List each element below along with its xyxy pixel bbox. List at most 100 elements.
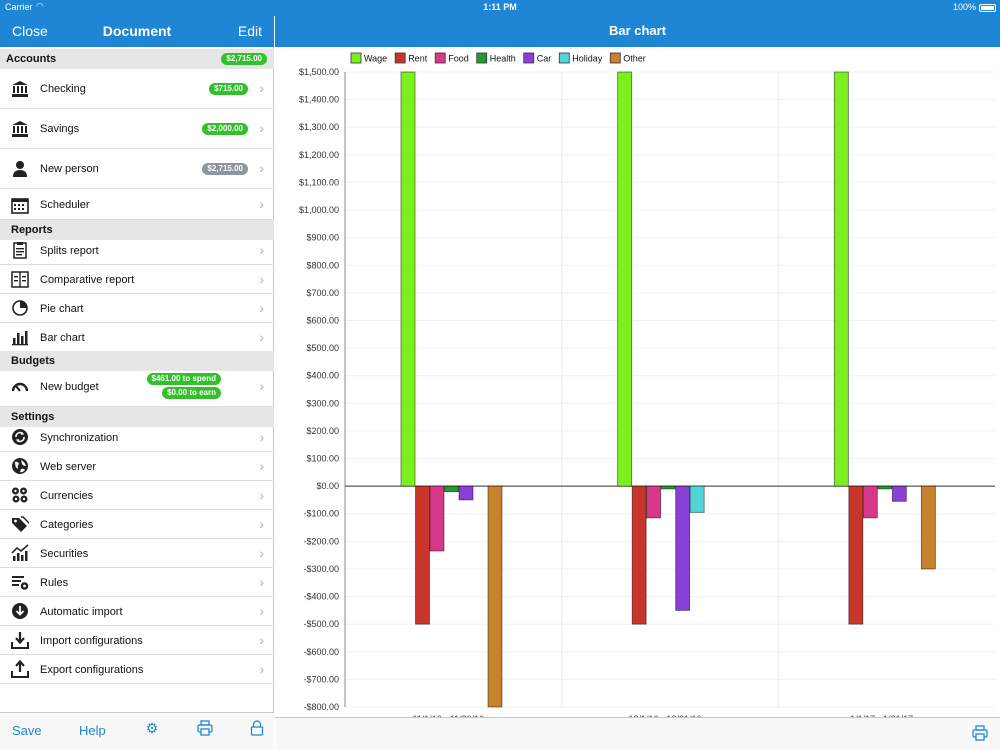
sidebar-item-label: Synchronization xyxy=(40,432,119,444)
sidebar: Close Document Edit Accounts $2,715.00 C… xyxy=(0,16,274,750)
legend-label-rent: Rent xyxy=(408,54,428,64)
detail-toolbar xyxy=(275,717,1000,750)
section-reports-title: Reports xyxy=(11,224,53,236)
legend-swatch-wage xyxy=(350,52,362,64)
close-button[interactable]: Close xyxy=(12,23,48,39)
bar-wage xyxy=(833,71,849,487)
bar-other xyxy=(487,485,503,708)
edit-button[interactable]: Edit xyxy=(237,23,262,39)
chevron-right-icon: › xyxy=(259,160,264,176)
sidebar-item-label: Bar chart xyxy=(40,332,85,344)
save-button[interactable]: Save xyxy=(12,723,42,738)
chevron-right-icon: › xyxy=(259,603,264,619)
person-icon xyxy=(10,159,30,179)
chevron-right-icon: › xyxy=(259,271,264,287)
sidebar-title: Document xyxy=(102,23,172,39)
chevron-right-icon: › xyxy=(259,429,264,445)
sidebar-item-label: Comparative report xyxy=(40,274,135,286)
sidebar-item-scheduler[interactable]: Scheduler › xyxy=(0,189,274,220)
sidebar-nav-bar: Close Document Edit xyxy=(0,16,274,47)
bar-health xyxy=(660,485,676,490)
y-tick-label: $100.00 xyxy=(306,454,339,464)
printer-icon[interactable] xyxy=(196,720,214,738)
y-tick-label: $1,200.00 xyxy=(299,150,339,160)
sidebar-item-securities[interactable]: Securities › xyxy=(0,539,274,568)
sidebar-toolbar: Save Help ⚙ xyxy=(0,712,274,750)
sidebar-item-label: New budget xyxy=(40,381,99,393)
accounts-total-badge: $2,715.00 xyxy=(221,53,267,65)
section-settings-title: Settings xyxy=(11,411,55,423)
y-tick-label: $700.00 xyxy=(306,288,339,298)
sidebar-item-label: Scheduler xyxy=(40,199,90,211)
bar-rent xyxy=(848,485,864,625)
help-button[interactable]: Help xyxy=(79,723,106,738)
chevron-right-icon: › xyxy=(259,545,264,561)
y-tick-label: -$200.00 xyxy=(303,536,339,546)
printer-icon[interactable] xyxy=(972,725,988,744)
legend-swatch-health xyxy=(476,52,488,64)
lock-icon[interactable] xyxy=(248,720,266,738)
x-tick-label: 1/1/17 - 1/31/17 xyxy=(850,714,913,717)
sidebar-item-automatic-import[interactable]: Automatic import › xyxy=(0,597,274,626)
page-title: Bar chart xyxy=(608,23,667,38)
report-icon xyxy=(10,240,30,260)
tags-icon xyxy=(10,514,30,534)
sidebar-item-label: Export configurations xyxy=(40,664,144,676)
y-tick-label: $0.00 xyxy=(316,481,339,491)
sidebar-item-new-budget[interactable]: New budget $461.00 to spend $0.00 to ear… xyxy=(0,367,274,407)
detail-pane: Bar chart -$800.00 -$700.00 -$600.00 -$500.… xyxy=(275,16,1000,750)
y-tick-label: $500.00 xyxy=(306,343,339,353)
legend-swatch-food xyxy=(434,52,446,64)
section-budgets-title: Budgets xyxy=(11,355,55,367)
export-icon xyxy=(10,659,30,679)
battery-percentage: 100% xyxy=(952,2,976,12)
sidebar-item-new-person[interactable]: New person $2,715.00 › xyxy=(0,149,274,189)
legend-swatch-holiday xyxy=(558,52,570,64)
sidebar-item-currencies[interactable]: Currencies › xyxy=(0,481,274,510)
chevron-right-icon: › xyxy=(259,487,264,503)
checking-balance-badge: $715.00 xyxy=(209,83,248,95)
sidebar-item-bar-chart[interactable]: Bar chart › xyxy=(0,323,274,352)
section-reports: Reports xyxy=(0,220,274,240)
legend-swatch-rent xyxy=(394,52,406,64)
y-tick-label: $1,300.00 xyxy=(299,122,339,132)
clock: 1:11 PM xyxy=(483,2,517,12)
chevron-right-icon: › xyxy=(259,458,264,474)
sidebar-item-web-server[interactable]: Web server › xyxy=(0,452,274,481)
bar-health xyxy=(444,485,459,493)
sidebar-item-synchronization[interactable]: Synchronization › xyxy=(0,423,274,452)
person-balance-badge: $2,715.00 xyxy=(202,163,248,175)
chevron-right-icon: › xyxy=(259,80,264,96)
bar-rent xyxy=(631,485,647,625)
sidebar-item-export-configurations[interactable]: Export configurations › xyxy=(0,655,274,684)
x-tick-label: 12/1/16 - 12/31/16 xyxy=(628,714,701,717)
sidebar-item-comparative-report[interactable]: Comparative report › xyxy=(0,265,274,294)
sidebar-item-pie-chart[interactable]: Pie chart › xyxy=(0,294,274,323)
sidebar-item-import-configurations[interactable]: Import configurations › xyxy=(0,626,274,655)
wifi-icon: ◠ xyxy=(36,1,44,11)
sidebar-item-label: Pie chart xyxy=(40,303,84,315)
sidebar-item-rules[interactable]: Rules › xyxy=(0,568,274,597)
sidebar-item-label: Currencies xyxy=(40,490,94,502)
y-tick-label: $1,100.00 xyxy=(299,177,339,187)
y-tick-label: $800.00 xyxy=(306,260,339,270)
sidebar-item-categories[interactable]: Categories › xyxy=(0,510,274,539)
legend-label-health: Health xyxy=(490,54,516,64)
x-tick-label: 11/1/16 - 11/30/16 xyxy=(412,714,484,717)
sidebar-item-label: Categories xyxy=(40,519,94,531)
section-settings: Settings xyxy=(0,407,274,427)
sidebar-item-checking[interactable]: Checking $715.00 › xyxy=(0,69,274,109)
bar-wage xyxy=(400,71,416,487)
legend-swatch-other xyxy=(609,52,621,64)
sidebar-item-splits-report[interactable]: Splits report › xyxy=(0,236,274,265)
budget-spend-badge: $461.00 to spend xyxy=(146,373,221,385)
sidebar-item-savings[interactable]: Savings $2,000.00 › xyxy=(0,109,274,149)
sidebar-item-label: Automatic import xyxy=(40,606,123,618)
chevron-right-icon: › xyxy=(259,120,264,136)
gear-icon[interactable]: ⚙ xyxy=(145,720,159,736)
section-accounts: Accounts $2,715.00 xyxy=(0,49,274,69)
status-bar: Carrier ◠ 1:11 PM 100% xyxy=(0,0,1000,16)
y-tick-label: -$600.00 xyxy=(303,647,339,657)
section-budgets: Budgets xyxy=(0,351,274,371)
chevron-right-icon: › xyxy=(259,378,264,394)
